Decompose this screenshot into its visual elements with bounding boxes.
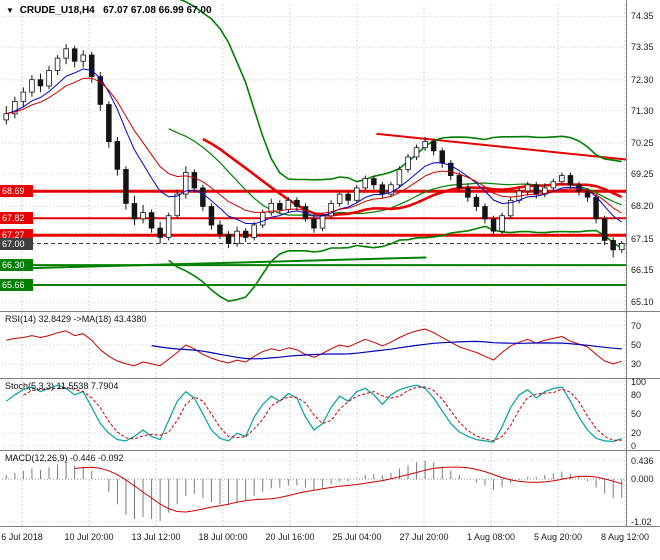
price-axis-label: 69.25 (631, 169, 654, 179)
stoch-axis-label: 50 (631, 409, 642, 419)
price-axis-label: 73.35 (631, 42, 654, 53)
stoch-indicator-label: Stoch(5,3,3) 11.5538 7.7904 (5, 381, 119, 391)
price-axis[interactable] (626, 0, 660, 527)
stoch-axis-label: 0 (631, 441, 637, 451)
stoch-axis-label: 100 (631, 377, 647, 387)
macd-axis-label: 0.000 (631, 474, 654, 485)
time-axis-label: 10 Jul 20:00 (64, 532, 114, 542)
time-axis-label: 27 Jul 20:00 (399, 532, 449, 542)
rsi-axis-label: 70 (631, 321, 642, 332)
price-axis-label: 65.10 (631, 297, 654, 308)
rsi-indicator-label: RSI(14) 32.8429 ->MA(18) 43.4380 (5, 314, 147, 324)
time-axis-label: 25 Jul 04:00 (332, 532, 382, 542)
price-level-badge: 67.82 (0, 212, 33, 225)
stoch-axis-label: 20 (631, 428, 642, 439)
symbol-dropdown-icon[interactable]: ▼ (6, 6, 14, 15)
price-axis-label: 71.30 (631, 105, 654, 116)
rsi-axis-label: 30 (631, 358, 642, 369)
time-axis-label: 1 Aug 08:00 (466, 532, 516, 542)
price-axis-label: 70.25 (631, 138, 654, 149)
ohlc-values-label: 67.07 67.08 66.99 67.00 (103, 5, 212, 16)
time-axis-label: 6 Jul 2018 (1, 532, 43, 542)
macd-axis-label: -1.02 (631, 516, 652, 527)
price-axis-label: 67.15 (631, 233, 654, 244)
price-level-badge: 65.66 (0, 278, 33, 291)
price-level-badge: 66.30 (0, 259, 33, 272)
macd-indicator-label: MACD(12,26,9) -0.446 -0.092 (5, 453, 124, 463)
price-axis-label: 68.20 (631, 201, 654, 212)
price-level-badge: 67.00 (0, 237, 33, 250)
macd-axis-label: 0.436 (631, 455, 654, 466)
time-axis-label: 18 Jul 00:00 (198, 532, 248, 542)
time-axis-label: 20 Jul 16:00 (265, 532, 315, 542)
stoch-axis-label: 80 (631, 389, 642, 400)
price-axis-label: 72.30 (631, 74, 654, 85)
symbol-timeframe-label: CRUDE_U18,H4 (19, 5, 95, 16)
rsi-axis-label: 50 (631, 340, 642, 350)
time-axis-label: 5 Aug 20:00 (533, 532, 583, 542)
chart-title: ▼ CRUDE_U18,H4 67.07 67.08 66.99 67.00 (6, 5, 212, 16)
time-axis[interactable] (0, 527, 660, 560)
time-axis-label: 8 Aug 12:00 (600, 532, 650, 542)
price-axis-label: 66.15 (631, 264, 654, 275)
price-axis-label: 74.35 (631, 11, 654, 22)
time-axis-label: 13 Jul 12:00 (131, 532, 181, 542)
price-level-badge: 68.69 (0, 185, 33, 198)
